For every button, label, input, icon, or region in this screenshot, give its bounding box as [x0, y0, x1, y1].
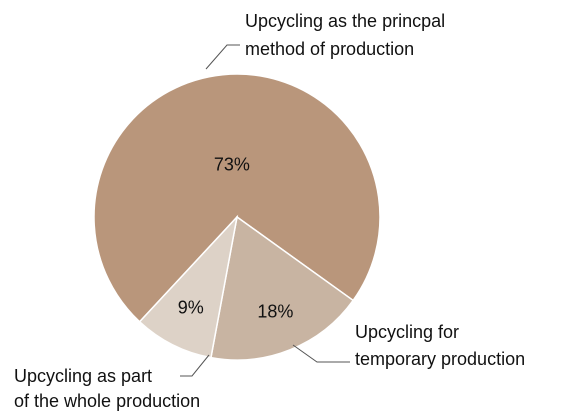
value-label: 73%: [214, 155, 250, 175]
slice-label: Upcycling for: [355, 322, 459, 342]
pie-slice: [138, 214, 239, 359]
slice-label: Upcycling as part: [14, 366, 152, 386]
slice-label: Upcycling as the princpal: [245, 11, 445, 31]
value-label: 9%: [178, 298, 204, 318]
pie-slice: [93, 73, 381, 323]
leader-line: [205, 44, 240, 70]
slice-label: temporary production: [355, 349, 525, 369]
pie: [93, 73, 381, 361]
slice-label: of the whole production: [14, 391, 200, 411]
leader-line: [180, 354, 210, 377]
leader-line: [292, 344, 350, 363]
slice-label: method of production: [245, 39, 414, 59]
pie-slice: [210, 215, 355, 361]
value-label: 18%: [257, 301, 293, 321]
